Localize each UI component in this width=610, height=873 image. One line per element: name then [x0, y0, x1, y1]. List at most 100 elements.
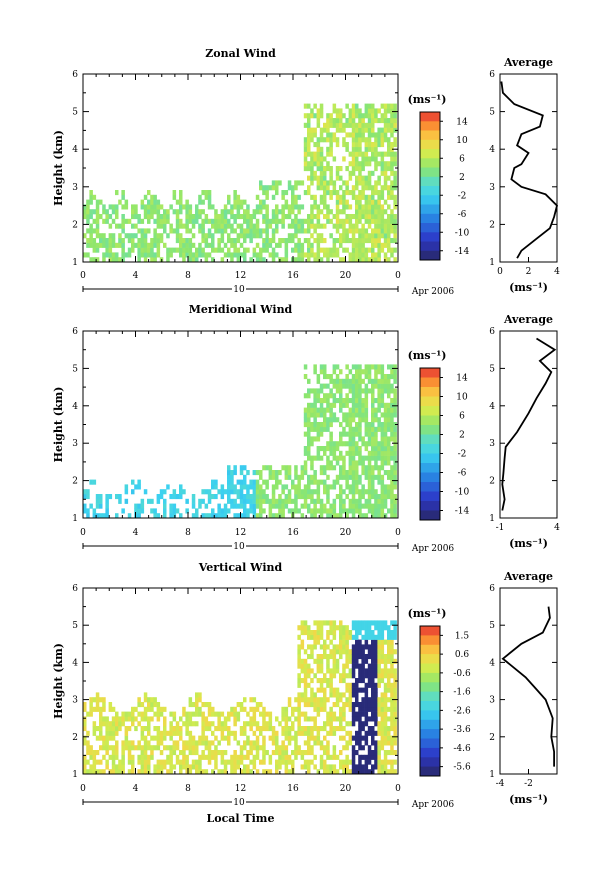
- colorbar-swatch: [420, 167, 440, 178]
- colorbar-frame: [419, 111, 441, 261]
- colorbar-swatch: [420, 176, 440, 187]
- colorbar-swatch: [420, 635, 440, 646]
- colorbar-frame: [419, 625, 441, 777]
- average-x-tick-label: 4: [554, 267, 560, 277]
- average-x-tick-label: -1: [496, 523, 505, 533]
- colorbar-swatch: [420, 387, 440, 397]
- y-tick-label: 6: [72, 584, 78, 594]
- average-y-tick-label: 3: [489, 183, 495, 193]
- average-frame: [499, 73, 558, 263]
- average-y-tick-label: 4: [489, 145, 495, 155]
- colorbar-swatch: [420, 425, 440, 435]
- colorbar-tick-label: -2: [458, 191, 467, 201]
- colorbar-swatch: [420, 223, 440, 233]
- colorbar-tick-label: -0.6: [453, 669, 471, 679]
- colorbar-tick-label: -4.6: [453, 744, 471, 754]
- chart-title: Zonal Wind: [205, 47, 276, 60]
- colorbar-tick-label: -10: [455, 228, 470, 238]
- colorbar-tick-label: 2: [459, 173, 465, 183]
- average-y-tick-label: 3: [489, 696, 495, 706]
- colorbar-swatch: [420, 691, 440, 702]
- average-y-tick-label: 6: [489, 584, 495, 594]
- x-tick-label: 20: [340, 528, 352, 538]
- x-tick-label: 16: [287, 528, 299, 538]
- average-profile: Average 1 2 3 4 5 6 -4 -2 (ms⁻¹): [489, 570, 558, 806]
- average-y-tick-label: 2: [489, 220, 495, 230]
- y-axis-label: Height (km): [52, 643, 65, 719]
- day-label-bg: [232, 284, 246, 293]
- y-tick-label: 2: [72, 477, 78, 487]
- colorbar-swatch: [420, 406, 440, 416]
- x-tick-label: 4: [133, 271, 139, 281]
- colorbar-swatch: [420, 377, 440, 388]
- colorbar-tick-label: -3.6: [453, 725, 471, 735]
- chart-title: Meridional Wind: [189, 303, 293, 316]
- colorbar-swatch: [420, 250, 440, 261]
- x-tick-label: 0: [395, 271, 401, 281]
- average-frame: [499, 330, 558, 519]
- average-line: [500, 81, 558, 259]
- colorbar-tick-label: 0.6: [455, 650, 470, 660]
- x-tick-label: 4: [133, 784, 139, 794]
- y-tick-label: 1: [72, 514, 78, 524]
- x-tick-label: 0: [80, 528, 86, 538]
- colorbar-swatch: [420, 434, 440, 445]
- day-label: 10: [233, 285, 245, 295]
- x-tick-label: 8: [185, 271, 191, 281]
- average-y-tick-label: 3: [489, 439, 495, 449]
- y-tick-label: 5: [72, 108, 78, 118]
- y-tick-label: 5: [72, 621, 78, 631]
- colorbar-swatch: [420, 472, 440, 483]
- colorbar-tick-label: -6: [458, 210, 467, 220]
- average-y-tick-label: 5: [489, 364, 495, 374]
- y-axis-label: Height (km): [52, 130, 65, 206]
- average-x-label: (ms⁻¹): [509, 281, 548, 294]
- x-tick-label: 8: [185, 784, 191, 794]
- colorbar-tick-label: 6: [459, 412, 465, 422]
- colorbar-swatch: [420, 121, 440, 131]
- average-x-tick-label: -4: [496, 779, 505, 789]
- x-tick-label: 12: [235, 784, 246, 794]
- colorbar-swatch: [420, 482, 440, 492]
- y-tick-label: 4: [72, 402, 78, 412]
- colorbar-swatch: [420, 213, 440, 224]
- x-tick-label: 12: [235, 271, 246, 281]
- date-label: Apr 2006: [411, 544, 455, 554]
- y-tick-label: 3: [72, 439, 78, 449]
- colorbar: (ms⁻¹) 14 10 6 2 -2 -6 -10 -14: [408, 93, 470, 261]
- y-ticks: 1 2 3 4 5 6: [72, 327, 398, 524]
- colorbar-swatch: [420, 130, 440, 141]
- average-line: [501, 606, 555, 767]
- day-label-bg: [232, 797, 246, 806]
- colorbar-swatch: [420, 453, 440, 464]
- day-label: 10: [233, 798, 245, 808]
- average-y-tick-label: 2: [489, 733, 495, 743]
- colorbar-swatch: [420, 463, 440, 473]
- average-y-tick-label: 4: [489, 658, 495, 668]
- y-tick-label: 4: [72, 145, 78, 155]
- x-ticks: 0 4 8 12 16 20 0: [80, 331, 401, 538]
- y-tick-label: 6: [72, 327, 78, 337]
- colorbar-swatch: [420, 719, 440, 730]
- colorbar-label: (ms⁻¹): [408, 349, 447, 362]
- average-x-tick-label: -2: [524, 779, 533, 789]
- average-x-tick-label: 4: [554, 523, 560, 533]
- x-tick-label: 0: [395, 784, 401, 794]
- chart-title: Vertical Wind: [198, 561, 283, 574]
- day-label: 10: [233, 542, 245, 552]
- colorbar-swatch: [420, 186, 440, 196]
- colorbar-swatch: [420, 158, 440, 168]
- average-title: Average: [503, 56, 553, 69]
- colorbar-swatch: [420, 672, 440, 683]
- x-ticks: 0 4 8 12 16 20 0: [80, 74, 401, 281]
- heatmap-cells: [83, 620, 397, 775]
- colorbar-swatch: [420, 368, 440, 378]
- x-ticks: 0 4 8 12 16 20 0: [80, 588, 401, 794]
- average-y-tick-label: 2: [489, 477, 495, 487]
- colorbar-tick-label: 2: [459, 431, 465, 441]
- y-tick-label: 1: [72, 770, 78, 780]
- colorbar-tick-label: -14: [455, 507, 470, 517]
